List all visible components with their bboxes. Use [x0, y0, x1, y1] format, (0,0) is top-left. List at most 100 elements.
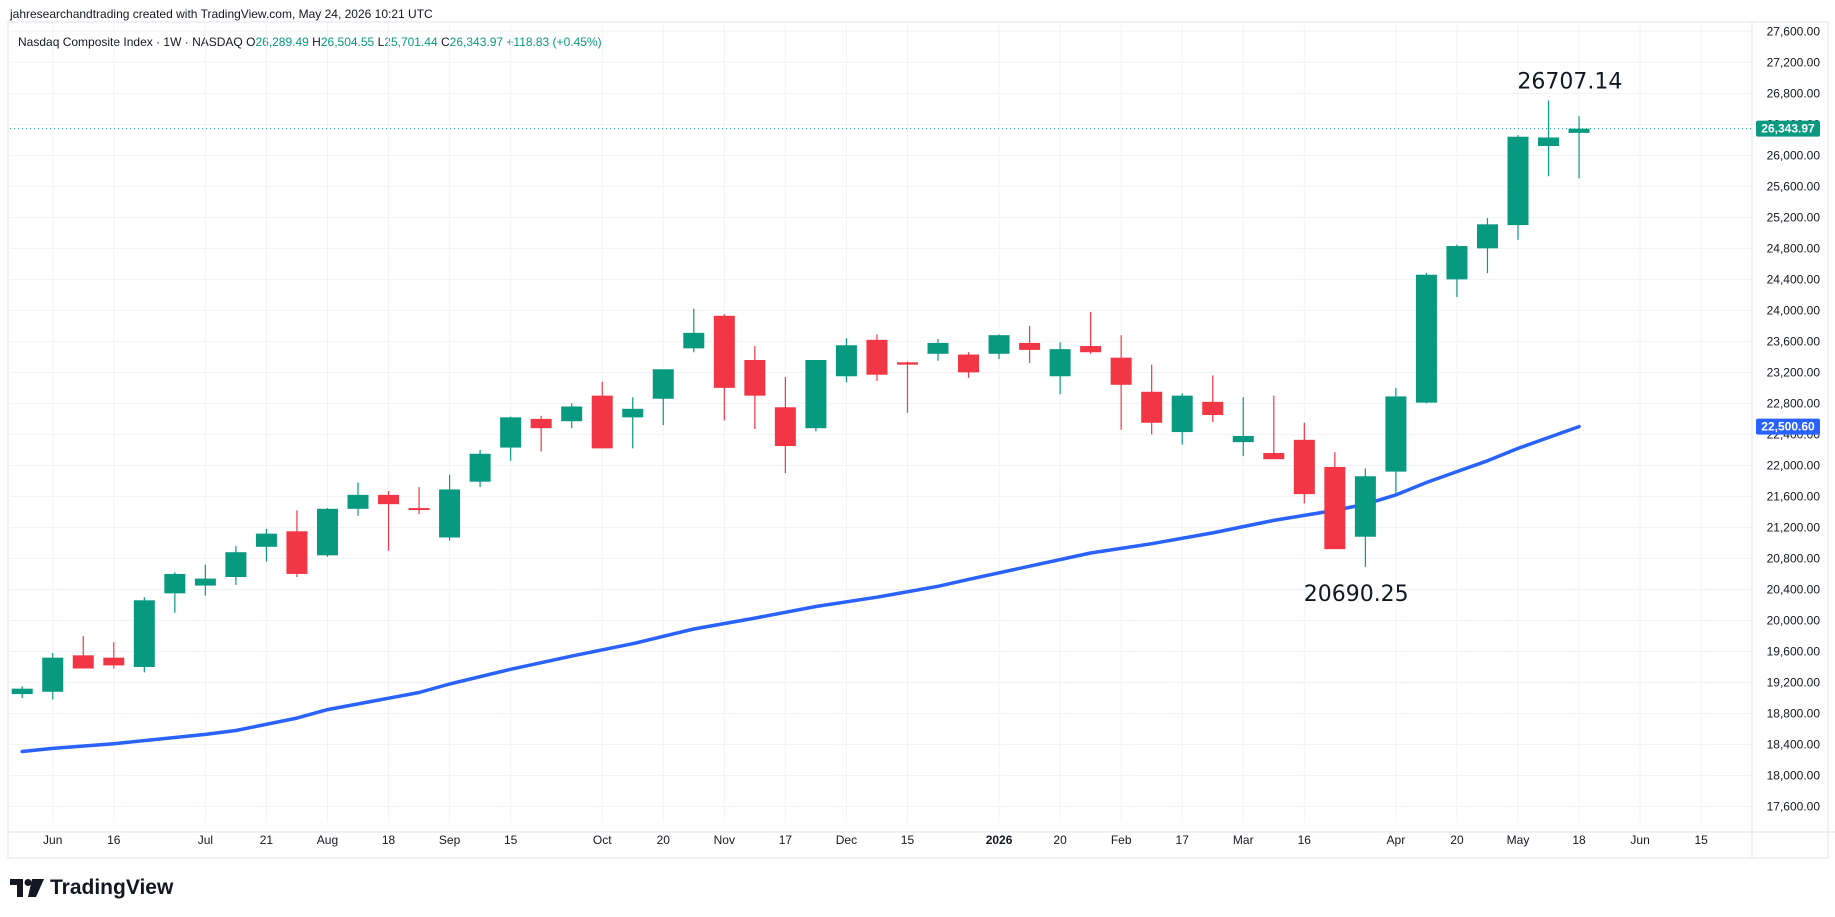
candle-body[interactable] — [744, 359, 766, 396]
time-tick-label: Mar — [1233, 833, 1254, 847]
price-tick-label: 26,000.00 — [1767, 148, 1821, 162]
candle-body[interactable] — [652, 369, 674, 399]
price-tick-label: 18,800.00 — [1767, 706, 1821, 720]
candle-body[interactable] — [133, 600, 155, 667]
chart-frame — [7, 21, 1829, 859]
candle-body[interactable] — [774, 407, 796, 447]
candle-body[interactable] — [408, 508, 430, 511]
candle-body[interactable] — [561, 406, 583, 422]
price-tick-label: 19,600.00 — [1767, 644, 1821, 658]
time-tick-label: Oct — [593, 833, 612, 847]
candle-body[interactable] — [42, 657, 64, 692]
moving-average-tag-bg — [1756, 418, 1820, 435]
candle-body[interactable] — [1049, 349, 1071, 377]
price-tick-label: 23,200.00 — [1767, 365, 1821, 379]
candle-body[interactable] — [927, 342, 949, 354]
candle-body[interactable] — [805, 359, 827, 429]
time-tick-label: 21 — [260, 833, 274, 847]
candle-body[interactable] — [1080, 346, 1102, 353]
candle-body[interactable] — [1538, 137, 1560, 147]
price-annotation-label: 26707.14 — [1517, 70, 1622, 95]
candle-body[interactable] — [1568, 128, 1590, 133]
time-tick-label: Apr — [1387, 833, 1406, 847]
legend-close-label: C — [441, 35, 450, 49]
legend-close-value: 26,343.97 — [449, 35, 504, 49]
candle-body[interactable] — [988, 335, 1010, 354]
candle-body[interactable] — [1202, 401, 1224, 416]
candle-body[interactable] — [103, 657, 125, 666]
legend-high-value: 26,504.55 — [320, 35, 375, 49]
time-tick-label: 20 — [1053, 833, 1067, 847]
candle-body[interactable] — [11, 688, 33, 695]
candle-body[interactable] — [591, 395, 613, 449]
candle-body[interactable] — [72, 655, 94, 669]
candle-body[interactable] — [378, 494, 400, 505]
candle-body[interactable] — [500, 417, 522, 448]
time-tick-label: 17 — [1176, 833, 1190, 847]
price-tick-label: 24,800.00 — [1767, 241, 1821, 255]
time-tick-label: 16 — [1298, 833, 1312, 847]
last-price-tag: 26,343.97 — [1761, 122, 1815, 136]
price-tick-label: 23,600.00 — [1767, 334, 1821, 348]
legend-high-label: H — [312, 35, 321, 49]
candle-body[interactable] — [316, 508, 338, 556]
price-tick-label: 27,200.00 — [1767, 55, 1821, 69]
price-tick-label: 18,000.00 — [1767, 768, 1821, 782]
candle-body[interactable] — [1110, 357, 1132, 385]
candle-body[interactable] — [1476, 224, 1498, 249]
candle-body[interactable] — [530, 418, 552, 429]
candle-body[interactable] — [1446, 246, 1468, 280]
time-tick-label: Dec — [836, 833, 857, 847]
candle-body[interactable] — [286, 531, 308, 574]
candle-body[interactable] — [1141, 391, 1163, 423]
candle-body[interactable] — [347, 494, 369, 509]
price-tick-label: 19,200.00 — [1767, 675, 1821, 689]
price-tick-label: 25,600.00 — [1767, 179, 1821, 193]
price-tick-label: 24,000.00 — [1767, 303, 1821, 317]
candle-body[interactable] — [255, 533, 277, 547]
candle-body[interactable] — [1354, 476, 1376, 537]
candle-body[interactable] — [1232, 435, 1254, 443]
time-tick-label: 15 — [504, 833, 518, 847]
candle-body[interactable] — [622, 408, 644, 418]
time-tick-label: Jun — [1630, 833, 1649, 847]
candle-body[interactable] — [866, 339, 888, 375]
candle-body[interactable] — [1324, 466, 1346, 550]
candle-body[interactable] — [1263, 453, 1285, 460]
price-annotation-label: 20690.25 — [1304, 582, 1409, 607]
candle-body[interactable] — [1385, 396, 1407, 472]
candle-body[interactable] — [835, 345, 857, 377]
legend-change-value: +118.83 (+0.45%) — [506, 35, 602, 49]
candle-body[interactable] — [469, 453, 491, 482]
time-tick-label: 16 — [107, 833, 121, 847]
price-tick-label: 24,400.00 — [1767, 272, 1821, 286]
candle-body[interactable] — [439, 489, 461, 538]
time-tick-label: 15 — [1694, 833, 1708, 847]
candle-body[interactable] — [713, 315, 735, 388]
legend-low-value: 25,701.44 — [384, 35, 438, 49]
price-tick-label: 20,400.00 — [1767, 582, 1821, 596]
time-tick-label: 17 — [779, 833, 793, 847]
moving-average-line — [20, 424, 1581, 754]
time-tick-label: 20 — [657, 833, 671, 847]
candle-body[interactable] — [1019, 342, 1041, 350]
time-tick-label: 2026 — [986, 833, 1013, 847]
candle-body[interactable] — [164, 573, 186, 594]
tradingview-logo[interactable]: TradingView — [10, 876, 173, 900]
candle-body[interactable] — [194, 578, 216, 586]
candle-body[interactable] — [896, 362, 918, 365]
candle-body[interactable] — [683, 332, 705, 349]
price-tick-label: 21,200.00 — [1767, 520, 1821, 534]
price-tick-label: 18,400.00 — [1767, 737, 1821, 751]
candle-body[interactable] — [1507, 136, 1529, 226]
candle-body[interactable] — [1415, 274, 1437, 403]
candle-body[interactable] — [1293, 439, 1315, 495]
price-tick-label: 20,000.00 — [1767, 613, 1821, 627]
candle-body[interactable] — [958, 354, 980, 373]
time-tick-label: 15 — [901, 833, 915, 847]
moving-average-tag: 22,500.60 — [1761, 420, 1815, 434]
candle-body[interactable] — [225, 552, 247, 578]
candle-body[interactable] — [1171, 395, 1193, 433]
time-tick-label: 18 — [382, 833, 396, 847]
